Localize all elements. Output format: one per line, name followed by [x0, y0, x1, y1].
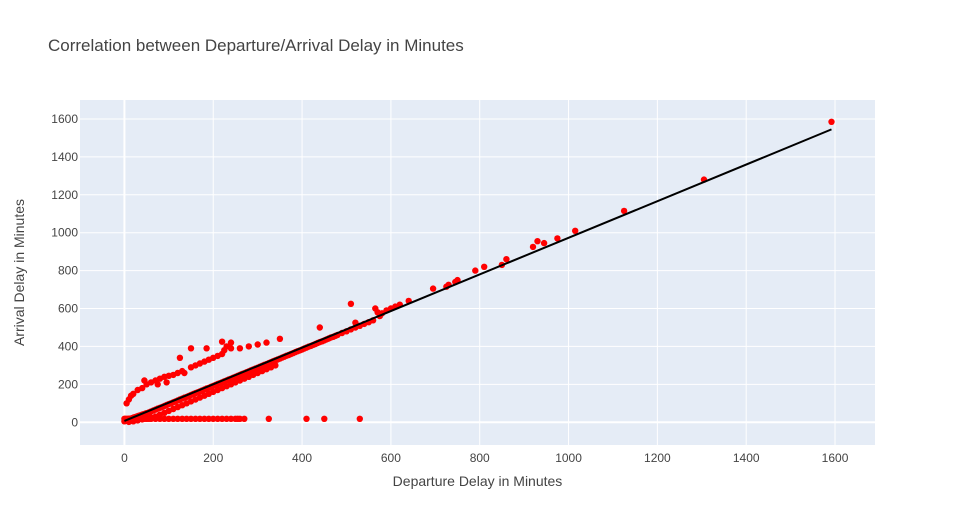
data-point — [828, 118, 835, 126]
y-axis-title: Arrival Delay in Minutes — [11, 199, 27, 346]
data-point — [540, 239, 548, 247]
x-tick-label: 1200 — [644, 451, 671, 465]
data-point — [218, 415, 226, 422]
y-tick-label: 1200 — [51, 188, 78, 202]
data-point — [236, 415, 244, 422]
x-axis-ticks: 0 200 400 600 800 1000 1200 1400 1600 — [121, 451, 849, 465]
x-tick-label: 200 — [203, 451, 223, 465]
data-point — [534, 238, 541, 245]
y-tick-label: 1000 — [51, 226, 78, 240]
data-point — [236, 345, 244, 352]
data-point — [241, 415, 248, 422]
y-tick-label: 1600 — [51, 112, 78, 126]
data-point — [481, 263, 488, 270]
data-point — [263, 339, 270, 346]
data-point — [620, 207, 628, 215]
data-point — [347, 300, 355, 307]
data-point — [254, 341, 261, 348]
data-point — [227, 415, 235, 422]
y-tick-label: 1400 — [51, 150, 78, 164]
data-point — [161, 415, 168, 422]
data-point — [554, 235, 561, 242]
x-axis-title: Departure Delay in Minutes — [393, 473, 563, 489]
data-point — [165, 415, 172, 422]
data-point — [265, 415, 272, 422]
data-point — [196, 415, 204, 422]
data-point — [174, 415, 181, 422]
data-point — [205, 415, 212, 422]
data-point — [272, 362, 279, 369]
data-point — [316, 324, 323, 331]
data-point — [154, 381, 161, 388]
data-point — [214, 415, 221, 422]
data-point — [163, 379, 170, 386]
data-point — [429, 285, 437, 292]
chart-title: Correlation between Departure/Arrival De… — [48, 36, 464, 55]
x-tick-label: 600 — [381, 451, 401, 465]
data-point — [181, 369, 188, 377]
data-point — [176, 354, 184, 361]
data-point — [303, 415, 310, 422]
data-point — [179, 415, 186, 422]
data-point — [218, 338, 226, 345]
y-tick-label: 400 — [58, 339, 78, 353]
data-point — [356, 415, 363, 422]
data-point — [472, 267, 479, 274]
x-tick-label: 1400 — [733, 451, 760, 465]
y-axis-ticks: 0 200 400 600 800 1000 1200 1400 1600 — [51, 112, 78, 429]
x-tick-label: 1000 — [555, 451, 582, 465]
data-point — [139, 384, 146, 392]
y-tick-label: 600 — [58, 302, 78, 316]
x-tick-label: 0 — [121, 451, 128, 465]
x-tick-label: 800 — [470, 451, 490, 465]
data-point — [187, 415, 195, 422]
y-tick-label: 800 — [58, 264, 78, 278]
x-tick-label: 400 — [292, 451, 312, 465]
data-point — [454, 276, 461, 284]
fit-line-group — [124, 128, 832, 422]
data-point — [187, 345, 195, 352]
y-tick-label: 200 — [58, 377, 78, 391]
data-point — [529, 243, 537, 251]
data-point — [321, 415, 328, 422]
data-point — [276, 335, 284, 342]
fit-line — [124, 128, 832, 422]
data-point — [572, 227, 579, 234]
data-point — [227, 339, 235, 346]
data-point — [130, 390, 137, 397]
data-point — [170, 415, 177, 422]
data-point — [183, 415, 190, 422]
data-point — [203, 345, 210, 352]
x-tick-label: 1600 — [822, 451, 849, 465]
data-point — [210, 415, 217, 422]
data-point — [223, 415, 230, 422]
data-point — [245, 343, 252, 350]
y-tick-label: 0 — [71, 415, 78, 429]
data-point — [503, 256, 510, 263]
data-point — [227, 345, 235, 352]
data-point — [201, 415, 208, 422]
data-point — [192, 415, 199, 422]
